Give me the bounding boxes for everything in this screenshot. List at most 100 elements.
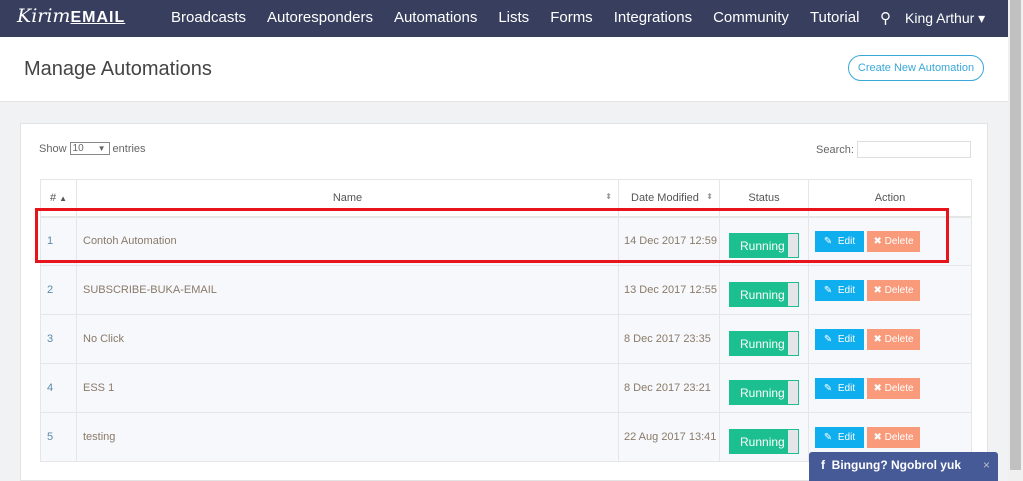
x-icon: ✖ (873, 382, 882, 394)
row-id: 5 (40, 412, 77, 462)
kirim-email-logo[interactable]: KirimEMAIL (17, 5, 127, 27)
delete-button[interactable]: ✖ Delete (867, 377, 920, 399)
header-label: Status (748, 191, 780, 204)
nav-item-tutorial[interactable]: Tutorial (809, 9, 860, 26)
pencil-icon: ✎ (823, 235, 833, 247)
status-toggle[interactable]: Running (729, 281, 799, 307)
status-cell: Running (719, 412, 809, 462)
automation-name[interactable]: ESS 1 (76, 363, 619, 413)
header-label: Action (874, 191, 906, 204)
status-label: Running (740, 434, 785, 449)
status-label: Running (740, 385, 785, 400)
table-row: 3 No Click 8 Dec 2017 23:35 Running ✎ Ed… (40, 314, 972, 364)
action-cell: ✎ Edit ✖ Delete (808, 363, 972, 413)
scrollbar[interactable] (1008, 0, 1023, 481)
automation-name[interactable]: Contoh Automation (76, 216, 619, 266)
edit-label: Edit (837, 431, 856, 443)
delete-button[interactable]: ✖ Delete (867, 279, 920, 301)
table-row: 4 ESS 1 8 Dec 2017 23:21 Running ✎ Edit ✖… (40, 363, 972, 413)
sort-icon: ⬍ (706, 192, 713, 201)
entries-value: 10 (72, 143, 84, 154)
automation-name[interactable]: testing (76, 412, 619, 462)
dropdown-arrow-icon: ▼ (97, 144, 106, 153)
edit-label: Edit (837, 235, 856, 247)
column-header-name[interactable]: Name ⬍ (76, 179, 619, 218)
user-menu[interactable]: King Arthur ▾ (905, 9, 986, 26)
automations-table: # ▲ Name ⬍ Date Modified ⬍ Status Action 1… (40, 179, 972, 462)
status-cell: Running (719, 363, 809, 413)
status-cell: Running (719, 216, 809, 266)
search-label: Search: (816, 144, 854, 156)
status-toggle[interactable]: Running (729, 330, 799, 356)
column-header-id[interactable]: # ▲ (40, 179, 77, 218)
edit-button[interactable]: ✎ Edit (815, 426, 864, 448)
top-navbar: KirimEMAIL Broadcasts Autoresponders Autom… (0, 0, 1008, 37)
table-row: 5 testing 22 Aug 2017 13:41 Running ✎ Ed… (40, 412, 972, 462)
chat-widget[interactable]: f Bingung? Ngobrol yuk × (809, 452, 998, 481)
row-id: 2 (40, 265, 77, 315)
row-id: 4 (40, 363, 77, 413)
close-icon[interactable]: × (982, 458, 990, 472)
delete-label: Delete (884, 382, 914, 394)
nav-item-automations[interactable]: Automations (393, 9, 478, 26)
edit-button[interactable]: ✎ Edit (815, 230, 864, 252)
nav-item-autoresponders[interactable]: Autoresponders (267, 9, 373, 26)
action-cell: ✎ Edit ✖ Delete (808, 216, 972, 266)
scrollbar-thumb[interactable] (1010, 0, 1021, 470)
create-new-automation-button[interactable]: Create New Automation (848, 55, 984, 81)
delete-button[interactable]: ✖ Delete (867, 426, 920, 448)
column-header-action: Action (808, 179, 972, 218)
sort-icon: ⬍ (605, 192, 612, 201)
delete-label: Delete (884, 431, 914, 443)
show-label: Show (39, 142, 67, 155)
table-row: 2 SUBSCRIBE-BUKA-EMAIL 13 Dec 2017 12:55… (40, 265, 972, 315)
status-toggle[interactable]: Running (729, 232, 799, 258)
nav-item-forms[interactable]: Forms (550, 9, 593, 26)
page-header: Manage Automations Create New Automation (0, 37, 1008, 102)
entries-select[interactable]: 10 ▼ (69, 142, 110, 155)
date-modified: 14 Dec 2017 12:59 (618, 216, 720, 266)
header-label: # (49, 191, 57, 204)
nav-item-community[interactable]: Community (713, 9, 789, 26)
edit-button[interactable]: ✎ Edit (815, 279, 864, 301)
pencil-icon: ✎ (823, 431, 833, 443)
edit-label: Edit (837, 333, 856, 345)
search-icon[interactable]: ⚲ (880, 10, 891, 27)
toggle-knob (788, 380, 798, 404)
edit-label: Edit (837, 382, 856, 394)
header-label: Date Modified (631, 191, 699, 204)
date-modified: 8 Dec 2017 23:35 (618, 314, 720, 364)
logo-suffix: EMAIL (70, 9, 126, 26)
pencil-icon: ✎ (823, 333, 833, 345)
edit-button[interactable]: ✎ Edit (815, 377, 864, 399)
edit-label: Edit (837, 284, 856, 296)
automations-card: Show 10 ▼ entries Search: # ▲ Name ⬍ Date … (20, 123, 988, 481)
header-label: Name (332, 191, 363, 204)
entries-label: entries (112, 142, 146, 155)
delete-label: Delete (884, 235, 914, 247)
toggle-knob (788, 331, 798, 355)
automation-name[interactable]: SUBSCRIBE-BUKA-EMAIL (76, 265, 619, 315)
chat-label: Bingung? Ngobrol yuk (831, 458, 961, 472)
automation-name[interactable]: No Click (76, 314, 619, 364)
table-row: 1 Contoh Automation 14 Dec 2017 12:59 Ru… (40, 216, 972, 266)
sort-asc-icon: ▲ (59, 193, 68, 203)
delete-label: Delete (884, 284, 914, 296)
pencil-icon: ✎ (823, 284, 833, 296)
status-toggle[interactable]: Running (729, 428, 799, 454)
pencil-icon: ✎ (823, 382, 833, 394)
nav-item-broadcasts[interactable]: Broadcasts (171, 9, 247, 26)
toggle-knob (788, 282, 798, 306)
status-cell: Running (719, 314, 809, 364)
edit-button[interactable]: ✎ Edit (815, 328, 864, 350)
action-cell: ✎ Edit ✖ Delete (808, 314, 972, 364)
column-header-date[interactable]: Date Modified ⬍ (618, 179, 720, 218)
status-toggle[interactable]: Running (729, 379, 799, 405)
x-icon: ✖ (873, 235, 882, 247)
search-input[interactable] (857, 141, 971, 158)
page-title: Manage Automations (24, 58, 212, 80)
nav-item-lists[interactable]: Lists (498, 9, 530, 26)
nav-item-integrations[interactable]: Integrations (613, 9, 693, 26)
delete-button[interactable]: ✖ Delete (867, 230, 920, 252)
delete-button[interactable]: ✖ Delete (867, 328, 920, 350)
